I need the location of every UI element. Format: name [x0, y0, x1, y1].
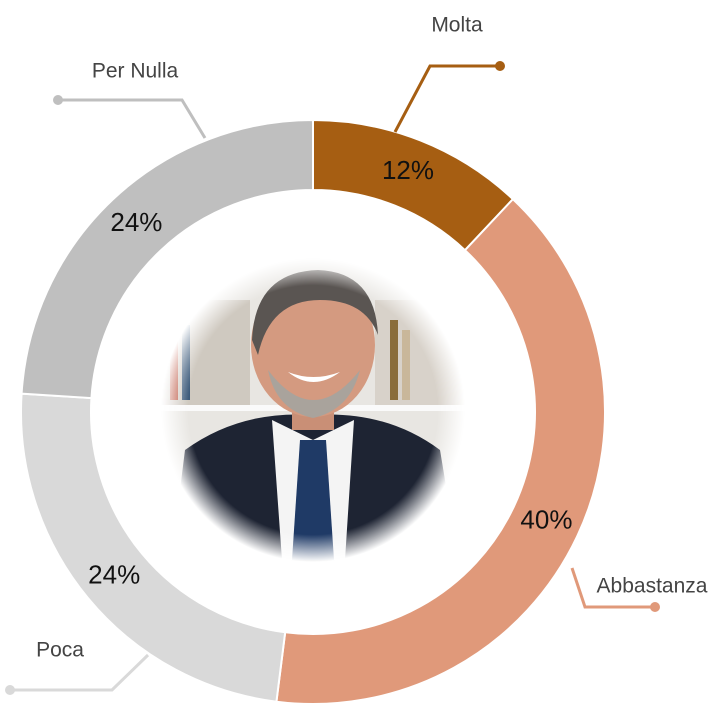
donut-slice	[275, 197, 606, 705]
center-photo	[160, 258, 470, 570]
leader-dot	[495, 61, 505, 71]
category-label: Per Nulla	[92, 60, 179, 83]
leader-line	[58, 98, 207, 139]
leader-line	[10, 653, 150, 692]
leader-dot	[650, 602, 660, 612]
leader-line	[570, 567, 655, 609]
donut-slice	[20, 118, 314, 400]
category-label: Poca	[36, 639, 84, 662]
value-label: 24%	[110, 207, 162, 237]
value-label: 24%	[88, 559, 140, 589]
category-label: Abbastanza	[597, 575, 708, 598]
value-label: 40%	[520, 505, 572, 535]
leader-dot	[53, 95, 63, 105]
category-label: Molta	[431, 14, 483, 37]
value-label: 12%	[382, 155, 434, 185]
leader-line	[393, 64, 500, 133]
leader-dot	[5, 685, 15, 695]
